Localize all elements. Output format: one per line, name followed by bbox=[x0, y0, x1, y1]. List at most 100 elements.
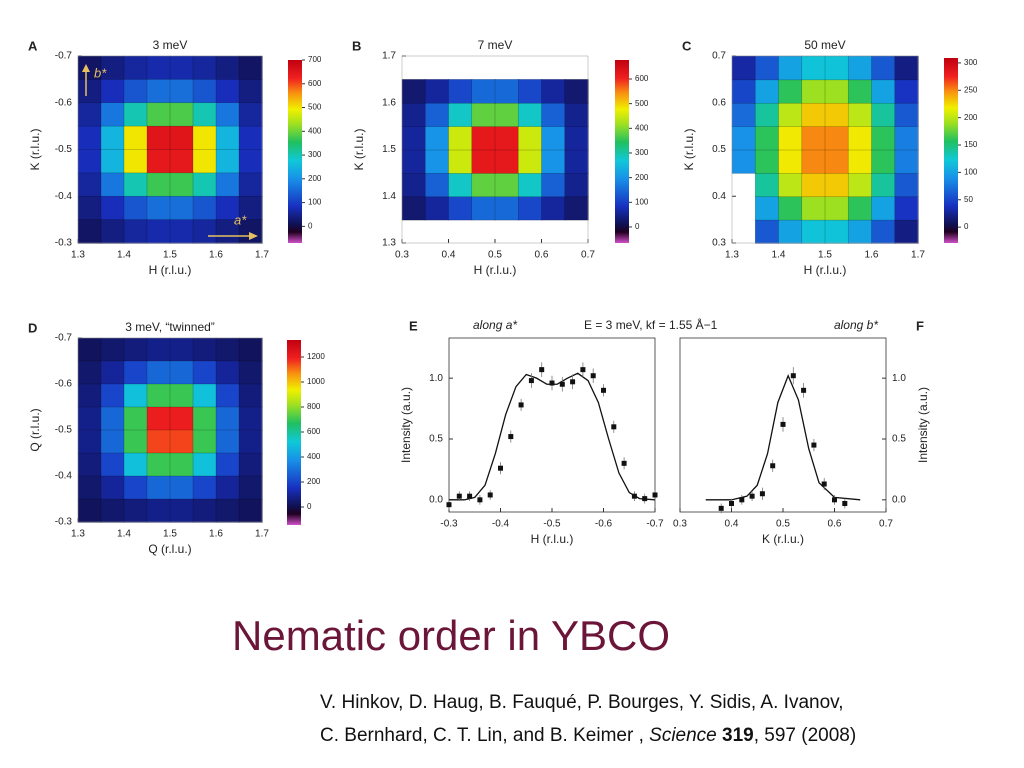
heat-cell bbox=[215, 360, 240, 385]
heat-cell bbox=[871, 125, 896, 151]
y-tick-label: 1.5 bbox=[382, 144, 396, 155]
arrow-head bbox=[82, 64, 90, 72]
y-tick-label: 1.4 bbox=[382, 191, 396, 202]
heat-cell bbox=[801, 149, 826, 174]
heat-cell bbox=[169, 195, 194, 221]
colorbar-tick-label: 1200 bbox=[307, 352, 325, 361]
colorbar-tick-label: 0 bbox=[635, 222, 640, 231]
heat-cell bbox=[123, 406, 148, 431]
heat-cell bbox=[471, 102, 496, 127]
y-tick-label: 0.4 bbox=[712, 191, 726, 202]
x-tick-label: 0.7 bbox=[879, 519, 893, 530]
heat-cell bbox=[146, 149, 171, 174]
data-point bbox=[539, 367, 545, 373]
heat-cell bbox=[564, 125, 589, 151]
y-tick-label: 0.0 bbox=[429, 494, 443, 505]
heat-cell bbox=[871, 149, 896, 174]
y-tick-label: 1.7 bbox=[382, 51, 396, 62]
x-axis-label: H (r.l.u.) bbox=[474, 263, 517, 277]
x-tick-label: -0.7 bbox=[646, 519, 664, 530]
heat-cell bbox=[100, 475, 125, 500]
heat-cell bbox=[77, 360, 102, 385]
colorbar-tick-label: 200 bbox=[307, 477, 321, 486]
heat-cell bbox=[424, 79, 450, 104]
panel-title: along b* bbox=[834, 318, 878, 332]
heat-cell bbox=[847, 219, 873, 244]
heat-cell bbox=[215, 79, 240, 104]
heat-cell bbox=[146, 195, 171, 221]
heat-cell bbox=[401, 79, 427, 104]
data-point bbox=[456, 493, 462, 499]
heat-cell bbox=[146, 429, 171, 454]
heat-cell bbox=[401, 125, 427, 151]
heat-cell bbox=[123, 498, 148, 523]
heat-cell bbox=[448, 125, 473, 151]
heat-cell bbox=[778, 195, 803, 221]
heat-cell bbox=[192, 172, 217, 198]
heat-cell bbox=[824, 219, 850, 244]
citation: V. Hinkov, D. Haug, B. Fauqué, P. Bourge… bbox=[320, 686, 856, 752]
colorbar-tick-label: 400 bbox=[308, 126, 322, 135]
heat-cell bbox=[754, 195, 780, 221]
heat-cell bbox=[801, 219, 826, 244]
heat-cell bbox=[847, 79, 873, 104]
data-point bbox=[467, 493, 473, 499]
heat-cell bbox=[564, 102, 589, 127]
colorbar-tick-label: 300 bbox=[635, 148, 649, 157]
heat-cell bbox=[77, 498, 102, 523]
heat-cell bbox=[847, 149, 873, 174]
citation-line: C. Bernhard, C. T. Lin, and B. Keimer , … bbox=[320, 719, 856, 752]
heat-cell bbox=[517, 79, 543, 104]
heat-cell bbox=[471, 172, 496, 198]
heat-cell bbox=[894, 149, 919, 174]
heat-cell bbox=[824, 55, 850, 81]
heat-cell bbox=[238, 383, 263, 408]
panel-title: 3 meV, “twinned” bbox=[125, 320, 215, 334]
annotation: a* bbox=[234, 212, 247, 227]
heat-cell bbox=[146, 337, 171, 362]
x-tick-label: 1.5 bbox=[163, 250, 177, 261]
heat-cell bbox=[192, 125, 217, 151]
x-tick-label: -0.4 bbox=[492, 519, 510, 530]
heat-cell bbox=[100, 452, 125, 477]
heat-cell bbox=[847, 102, 873, 127]
colorbar-tick-label: 250 bbox=[964, 85, 978, 94]
colorbar-tick-label: 500 bbox=[635, 99, 649, 108]
heat-cell bbox=[871, 195, 896, 221]
y-tick-label: 1.6 bbox=[382, 97, 396, 108]
heat-cell bbox=[401, 195, 427, 221]
heat-cell bbox=[77, 195, 102, 221]
heat-cell bbox=[871, 55, 896, 81]
heat-cell bbox=[77, 172, 102, 198]
heat-cell bbox=[894, 102, 919, 127]
heat-cell bbox=[192, 55, 217, 81]
x-tick-label: 0.4 bbox=[725, 519, 739, 530]
y-tick-label: 0.7 bbox=[712, 51, 726, 62]
heat-cell bbox=[192, 195, 217, 221]
heat-cell bbox=[731, 149, 757, 174]
heat-cell bbox=[871, 102, 896, 127]
heat-cell bbox=[123, 172, 148, 198]
heat-cell bbox=[146, 125, 171, 151]
panel-title: 50 meV bbox=[804, 38, 845, 52]
heat-cell bbox=[215, 406, 240, 431]
fit-line bbox=[705, 373, 861, 501]
data-point bbox=[652, 492, 658, 498]
heat-cell bbox=[448, 102, 473, 127]
heat-cell bbox=[238, 475, 263, 500]
heat-cell bbox=[100, 149, 125, 174]
heat-cell bbox=[778, 55, 803, 81]
heat-cell bbox=[238, 406, 263, 431]
heat-cell bbox=[448, 149, 473, 174]
heat-cell bbox=[169, 337, 194, 362]
y-tick-label: 0.5 bbox=[712, 144, 726, 155]
heat-cell bbox=[146, 498, 171, 523]
data-point bbox=[729, 500, 734, 506]
colorbar bbox=[944, 58, 958, 243]
colorbar-tick-label: 0 bbox=[308, 221, 313, 230]
heat-cell bbox=[517, 125, 543, 151]
y-axis-label: K (r.l.u.) bbox=[28, 128, 42, 170]
citation-text: , 597 (2008) bbox=[753, 725, 857, 746]
x-tick-label: 1.4 bbox=[117, 250, 131, 261]
heat-cell bbox=[100, 172, 125, 198]
